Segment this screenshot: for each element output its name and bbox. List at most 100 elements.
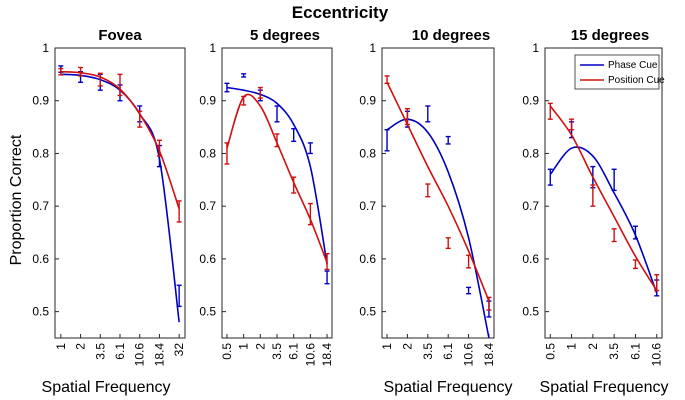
error-bar-position-cue bbox=[156, 139, 162, 157]
x-tick-label: 3.5 bbox=[270, 343, 284, 360]
fit-line-phase-cue bbox=[60, 73, 180, 323]
y-tick-label: 0.6 bbox=[32, 252, 49, 266]
error-bar-position-cue bbox=[654, 274, 660, 292]
x-tick-label: 1 bbox=[565, 343, 579, 350]
series-layer bbox=[224, 73, 330, 285]
error-bar-phase-cue bbox=[176, 284, 182, 308]
x-ticks: 1 2 3.5 6.1 10.6 18.4 bbox=[380, 334, 496, 366]
y-ticks: 0.5 0.6 0.7 0.8 0.9 1 bbox=[199, 41, 226, 319]
error-bar-position-cue bbox=[547, 102, 553, 120]
y-tick-label: 0.7 bbox=[359, 199, 376, 213]
x-ticks: 1 2 3.5 6.1 10.6 18.4 32 bbox=[54, 334, 186, 366]
x-tick-label: 18.4 bbox=[152, 343, 166, 367]
panel-title: 10 degrees bbox=[412, 27, 490, 44]
y-tick-label: 0.9 bbox=[522, 94, 539, 108]
y-tick-label: 0.8 bbox=[522, 146, 539, 160]
panel-10-degrees: 10 degrees Spatial Frequency 0.5 0.6 0.7 0.… bbox=[359, 27, 512, 396]
error-bar-phase-cue bbox=[307, 142, 313, 155]
error-bar-position-cue bbox=[569, 118, 575, 131]
error-bar-position-cue bbox=[274, 133, 280, 148]
y-tick-label: 0.6 bbox=[359, 252, 376, 266]
x-tick-label: 3.5 bbox=[607, 343, 621, 360]
series-layer bbox=[384, 75, 492, 339]
axes-box bbox=[544, 47, 663, 339]
y-tick-label: 1 bbox=[369, 41, 376, 55]
y-axis-label: Proportion Correct bbox=[8, 134, 25, 265]
error-bar-position-cue bbox=[445, 237, 451, 250]
x-tick-label: 2 bbox=[253, 343, 267, 350]
y-tick-label: 0.9 bbox=[32, 94, 49, 108]
y-tick-label: 0.5 bbox=[199, 305, 216, 319]
fit-line-position-cue bbox=[549, 105, 658, 291]
y-tick-label: 0.8 bbox=[359, 146, 376, 160]
series-layer bbox=[547, 102, 660, 297]
x-axis-label: Spatial Frequency bbox=[384, 379, 513, 396]
x-tick-label: 10.6 bbox=[650, 343, 664, 367]
x-ticks: 0.5 1 2 3.5 6.1 10.6 18.4 bbox=[220, 334, 334, 366]
y-ticks: 0.5 0.6 0.7 0.8 0.9 1 bbox=[359, 41, 386, 319]
panel-title: 15 degrees bbox=[571, 27, 649, 44]
fit-line-phase-cue bbox=[549, 146, 658, 294]
x-tick-label: 10.6 bbox=[303, 343, 317, 367]
x-tick-label: 18.4 bbox=[482, 343, 496, 367]
error-bar-phase-cue bbox=[384, 129, 390, 152]
fit-line-phase-cue bbox=[386, 118, 490, 339]
error-bar-position-cue bbox=[137, 110, 143, 128]
y-ticks: 0.5 0.6 0.7 0.8 0.9 1 bbox=[522, 41, 549, 319]
error-bar-position-cue bbox=[291, 176, 297, 194]
y-tick-label: 0.8 bbox=[199, 146, 216, 160]
x-axis-label: Spatial Frequency bbox=[42, 379, 171, 396]
error-bar-position-cue bbox=[58, 67, 64, 76]
x-tick-label: 6.1 bbox=[441, 343, 455, 360]
x-tick-label: 10.6 bbox=[133, 343, 147, 367]
legend-label-phase-cue: Phase Cue bbox=[608, 60, 658, 71]
y-tick-label: 0.5 bbox=[32, 305, 49, 319]
panel-15-degrees: 15 degrees Spatial Frequency 0.50.60.70.… bbox=[522, 27, 668, 396]
x-tick-label: 1 bbox=[54, 343, 68, 350]
error-bar-position-cue bbox=[632, 259, 638, 270]
panel-title: Fovea bbox=[98, 27, 142, 44]
y-tick-label: 0.9 bbox=[199, 94, 216, 108]
error-bar-position-cue bbox=[384, 75, 390, 85]
error-bar-position-cue bbox=[78, 66, 84, 77]
x-tick-label: 3.5 bbox=[421, 343, 435, 360]
error-bar-position-cue bbox=[307, 202, 313, 226]
panel-title: 5 degrees bbox=[250, 27, 320, 44]
y-tick-label: 0.5 bbox=[359, 305, 376, 319]
legend: Phase Cue Position Cue bbox=[574, 54, 665, 90]
error-bar-phase-cue bbox=[274, 105, 280, 123]
error-bar-position-cue bbox=[611, 228, 617, 243]
error-bar-phase-cue bbox=[547, 168, 553, 186]
panel-5-degrees: 5 degrees 0.50.60.70.80.91 0.5 1 2 3.5 6.1 10… bbox=[199, 27, 334, 366]
fit-line-phase-cue bbox=[226, 86, 328, 265]
error-bar-position-cue bbox=[257, 86, 263, 99]
error-bar-position-cue bbox=[466, 254, 472, 269]
y-tick-label: 0.6 bbox=[199, 252, 216, 266]
x-tick-label: 18.4 bbox=[320, 343, 334, 367]
error-bar-position-cue bbox=[425, 183, 431, 198]
series-layer bbox=[58, 65, 182, 323]
error-bar-position-cue bbox=[224, 142, 230, 165]
y-tick-label: 1 bbox=[209, 41, 216, 55]
y-tick-label: 1 bbox=[532, 41, 539, 55]
x-tick-label: 2 bbox=[586, 343, 600, 350]
error-bar-phase-cue bbox=[611, 168, 617, 192]
error-bar-position-cue bbox=[486, 296, 492, 311]
error-bar-position-cue bbox=[97, 72, 103, 87]
fit-line-position-cue bbox=[386, 81, 490, 302]
error-bar-phase-cue bbox=[466, 286, 472, 295]
error-bar-phase-cue bbox=[425, 105, 431, 123]
error-bar-phase-cue bbox=[632, 225, 638, 240]
x-axis-label: Spatial Frequency bbox=[540, 379, 669, 396]
x-tick-label: 1 bbox=[237, 343, 251, 350]
x-tick-label: 2 bbox=[74, 343, 88, 350]
error-bar-position-cue bbox=[404, 107, 410, 126]
axes-box bbox=[381, 47, 495, 339]
x-tick-label: 6.1 bbox=[287, 343, 301, 360]
legend-box bbox=[574, 54, 660, 90]
x-tick-label: 6.1 bbox=[113, 343, 127, 360]
y-tick-label: 0.8 bbox=[32, 146, 49, 160]
x-tick-label: 3.5 bbox=[93, 343, 107, 360]
y-tick-label: 1 bbox=[42, 41, 49, 55]
